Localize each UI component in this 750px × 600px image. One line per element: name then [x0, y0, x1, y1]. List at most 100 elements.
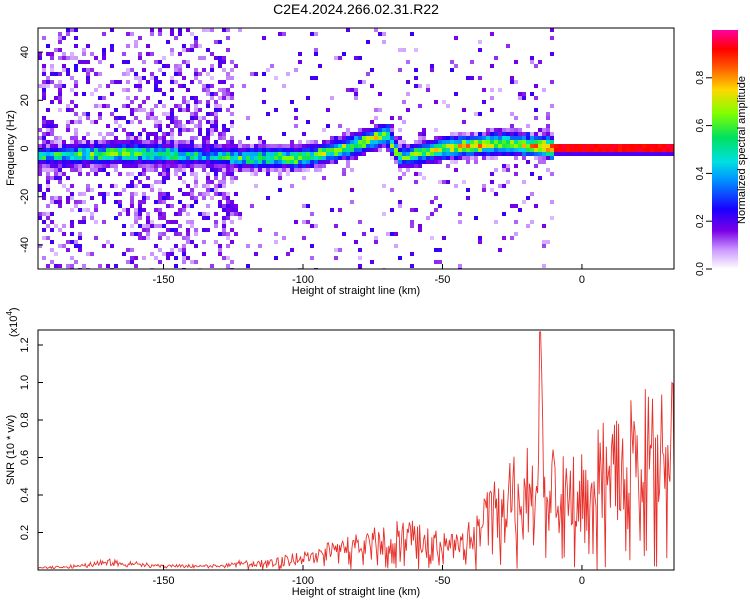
spectrogram-cell — [198, 156, 202, 160]
spectrogram-cell — [214, 108, 218, 112]
spectrogram-cell — [134, 156, 138, 160]
spectrogram-cell — [182, 156, 186, 160]
spectrogram-cell — [174, 104, 178, 108]
spectrogram-cell — [534, 156, 538, 160]
spectrogram-cell — [614, 148, 618, 152]
spectrogram-cell — [302, 236, 306, 240]
spectrogram-cell — [382, 140, 386, 144]
spectrogram-cell — [138, 164, 142, 168]
y-tick-label: 1.2 — [19, 337, 31, 352]
spectrogram-cell — [154, 148, 158, 152]
spectrogram-cell — [138, 52, 142, 56]
spectrogram-cell — [550, 36, 554, 40]
spectrogram-cell — [246, 136, 250, 140]
spectrogram-cell — [50, 176, 54, 180]
spectrogram-cell — [154, 60, 158, 64]
spectrogram-cell — [142, 100, 146, 104]
spectrogram-cell — [330, 148, 334, 152]
spectrogram-cell — [186, 152, 190, 156]
spectrogram-cell — [646, 152, 650, 156]
spectrogram-cell — [222, 176, 226, 180]
spectrogram-cell — [210, 144, 214, 148]
x-tick-label: 0 — [579, 274, 585, 286]
spectrogram-cell — [210, 264, 214, 268]
spectrogram-cell — [54, 148, 58, 152]
spectrogram-cell — [106, 144, 110, 148]
spectrogram-cell — [170, 140, 174, 144]
spectrogram-cell — [86, 152, 90, 156]
spectrogram-cell — [314, 52, 318, 56]
spectrogram-cell — [510, 128, 514, 132]
spectrogram-cell — [506, 136, 510, 140]
spectrogram-cell — [422, 140, 426, 144]
spectrogram-cell — [282, 160, 286, 164]
spectrogram-cell — [378, 108, 382, 112]
spectrogram-cell — [522, 132, 526, 136]
spectrogram-cell — [158, 60, 162, 64]
spectrogram-cell — [130, 172, 134, 176]
spectrogram-cell — [90, 52, 94, 56]
spectrogram-cell — [114, 140, 118, 144]
spectrogram-cell — [50, 52, 54, 56]
spectrogram-cell — [158, 128, 162, 132]
spectrogram-cell — [202, 252, 206, 256]
spectrogram-cell — [154, 84, 158, 88]
spectrogram-cell — [210, 160, 214, 164]
spectrogram-cell — [414, 172, 418, 176]
spectrogram-cell — [158, 232, 162, 236]
spectrogram-cell — [98, 60, 102, 64]
spectrogram-cell — [182, 244, 186, 248]
spectrogram-cell — [66, 56, 70, 60]
spectrogram-cell — [454, 184, 458, 188]
spectrogram-cell — [98, 112, 102, 116]
spectrogram-cell — [218, 168, 222, 172]
spectrogram-cell — [58, 96, 62, 100]
spectrogram-cell — [46, 188, 50, 192]
spectrogram-cell — [186, 256, 190, 260]
spectrogram-cell — [222, 216, 226, 220]
spectrogram-cell — [250, 156, 254, 160]
spectrogram-cell — [94, 208, 98, 212]
spectrogram-cell — [78, 168, 82, 172]
spectrogram-cell — [502, 152, 506, 156]
spectrogram-cell — [462, 152, 466, 156]
spectrogram-cell — [230, 160, 234, 164]
spectrogram-cell — [206, 188, 210, 192]
snr-y-multiplier-exp: 4 — [5, 311, 14, 316]
spectrogram-cell — [546, 148, 550, 152]
spectrogram-cell — [182, 204, 186, 208]
spectrogram-cell — [430, 140, 434, 144]
spectrogram-cell — [474, 136, 478, 140]
spectrogram-cell — [442, 140, 446, 144]
spectrogram-cell — [590, 144, 594, 148]
spectrogram-cell — [542, 160, 546, 164]
spectrogram-cell — [102, 52, 106, 56]
spectrogram-cell — [134, 72, 138, 76]
spectrogram-cell — [182, 124, 186, 128]
spectrogram-cell — [398, 116, 402, 120]
spectrogram-cell — [494, 192, 498, 196]
spectrogram-cell — [482, 156, 486, 160]
spectrogram-cell — [378, 124, 382, 128]
spectrogram-cell — [294, 156, 298, 160]
spectrogram-cell — [202, 140, 206, 144]
spectrogram-cell — [114, 116, 118, 120]
spectrogram-cell — [470, 144, 474, 148]
spectrogram-cell — [330, 96, 334, 100]
spectrogram-cell — [54, 264, 58, 268]
spectrogram-cell — [494, 152, 498, 156]
spectrogram-cell — [226, 72, 230, 76]
spectrogram-cell — [58, 72, 62, 76]
spectrogram-cell — [250, 168, 254, 172]
spectrogram-cell — [62, 224, 66, 228]
spectrogram-cell — [478, 136, 482, 140]
spectrogram-cell — [122, 164, 126, 168]
spectrogram-cell — [210, 76, 214, 80]
spectrogram-cell — [42, 124, 46, 128]
spectrogram-cell — [414, 156, 418, 160]
spectrogram-cell — [94, 172, 98, 176]
spectrogram-cell — [174, 172, 178, 176]
spectrogram-cell — [182, 96, 186, 100]
spectrogram-cell — [234, 64, 238, 68]
spectrogram-cell — [94, 56, 98, 60]
